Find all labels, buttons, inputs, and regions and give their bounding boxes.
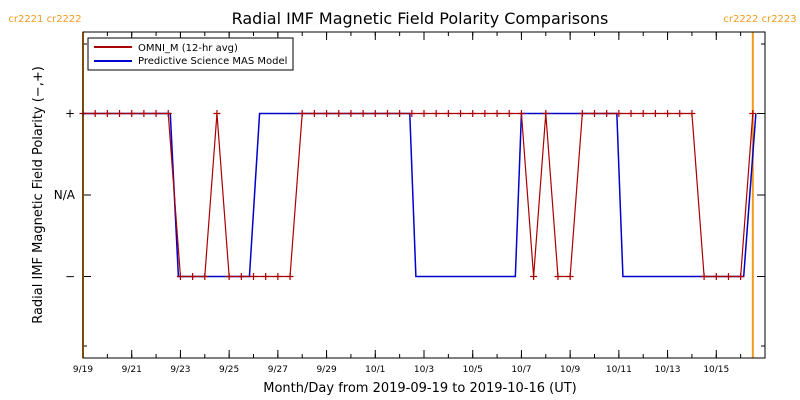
omni-series-point — [310, 110, 318, 117]
omni-series-point — [432, 110, 440, 117]
omni-series-point — [298, 110, 306, 117]
x-tick-label: 10/9 — [560, 365, 580, 375]
omni-series-point — [359, 110, 367, 117]
x-tick-label: 9/25 — [219, 365, 239, 375]
omni-series-point — [176, 273, 184, 280]
omni-series-point — [262, 273, 270, 280]
omni-series-point — [152, 110, 160, 117]
omni-series-point — [164, 110, 172, 117]
omni-series-point — [664, 110, 672, 117]
legend-label-mas: Predictive Science MAS Model — [138, 56, 287, 67]
x-tick-label: 9/19 — [73, 365, 93, 375]
x-tick-label: 9/23 — [170, 365, 190, 375]
x-tick-label: 10/15 — [703, 365, 729, 375]
x-tick-label: 10/5 — [463, 365, 483, 375]
omni-series-point — [554, 273, 562, 280]
omni-series-point — [323, 110, 331, 117]
omni-series-point — [274, 273, 282, 280]
omni-series-point — [457, 110, 465, 117]
omni-series-point — [225, 273, 233, 280]
omni-series-point — [676, 110, 684, 117]
omni-series-point — [627, 110, 635, 117]
omni-series-point — [749, 110, 757, 117]
rotation-marker-label: cr2222 cr2223 — [723, 14, 796, 25]
omni-series-point — [444, 110, 452, 117]
omni-series-point — [493, 110, 501, 117]
omni-series-point — [530, 273, 538, 280]
omni-series-point — [639, 110, 647, 117]
legend: OMNI_M (12-hr avg) Predictive Science MA… — [87, 37, 294, 71]
x-tick-label: 10/1 — [365, 365, 385, 375]
omni-series-point — [566, 273, 574, 280]
x-tick-label: 10/3 — [414, 365, 434, 375]
omni-series-point — [383, 110, 391, 117]
omni-series-point — [408, 110, 416, 117]
omni-series-point — [517, 110, 525, 117]
x-tick-label: 10/7 — [511, 365, 531, 375]
x-tick-label: 10/11 — [606, 365, 632, 375]
omni-series-point — [481, 110, 489, 117]
omni-series-point — [737, 273, 745, 280]
omni-series-point — [420, 110, 428, 117]
omni-series-point — [371, 110, 379, 117]
omni-series-point — [505, 110, 513, 117]
omni-series-point — [128, 110, 136, 117]
omni-series-point — [712, 273, 720, 280]
omni-series-point — [724, 273, 732, 280]
omni-series-point — [347, 110, 355, 117]
omni-series-point — [201, 273, 209, 280]
y-tick-label: N/A — [54, 188, 76, 202]
omni-series-point — [615, 110, 623, 117]
x-tick-label: 9/21 — [122, 365, 142, 375]
omni-series-point — [578, 110, 586, 117]
legend-box — [87, 37, 294, 71]
omni-series-point — [286, 273, 294, 280]
x-tick-label: 9/29 — [316, 365, 336, 375]
plot-frame — [82, 31, 766, 359]
y-tick-label: + — [65, 107, 75, 121]
omni-series-point — [700, 273, 708, 280]
omni-series-point — [603, 110, 611, 117]
omni-series-point — [396, 110, 404, 117]
legend-label-omni: OMNI_M (12-hr avg) — [138, 43, 238, 54]
omni-series-point — [651, 110, 659, 117]
omni-series-point — [103, 110, 111, 117]
omni-series-point — [542, 110, 550, 117]
x-tick-label: 10/13 — [655, 365, 681, 375]
chart-title: Radial IMF Magnetic Field Polarity Compa… — [232, 9, 609, 28]
omni-series-point — [591, 110, 598, 117]
omni-series-point — [213, 110, 221, 117]
plot-area: 9/19 9/21 9/23 9/25 9/27 9/29 10/1 10/3 10/5 10/7… — [8, 14, 796, 375]
omni-series-point — [237, 273, 245, 280]
rotation-marker-label: cr2221 cr2222 — [8, 14, 81, 25]
x-axis-label: Month/Day from 2019-09-19 to 2019-10-16 … — [263, 381, 576, 396]
y-tick-label: − — [65, 270, 75, 284]
omni-series-point — [189, 273, 197, 280]
x-tick-label: 9/27 — [268, 365, 288, 375]
omni-series-point — [688, 110, 696, 117]
omni-series-point — [250, 273, 257, 280]
omni-series-point — [335, 110, 343, 117]
omni-series-point — [116, 110, 124, 117]
y-axis-label: Radial IMF Magnetic Field Polarity (−,+) — [31, 66, 46, 324]
omni-series-point — [91, 110, 99, 117]
omni-series-point — [140, 110, 148, 117]
omni-series-point — [469, 110, 477, 117]
